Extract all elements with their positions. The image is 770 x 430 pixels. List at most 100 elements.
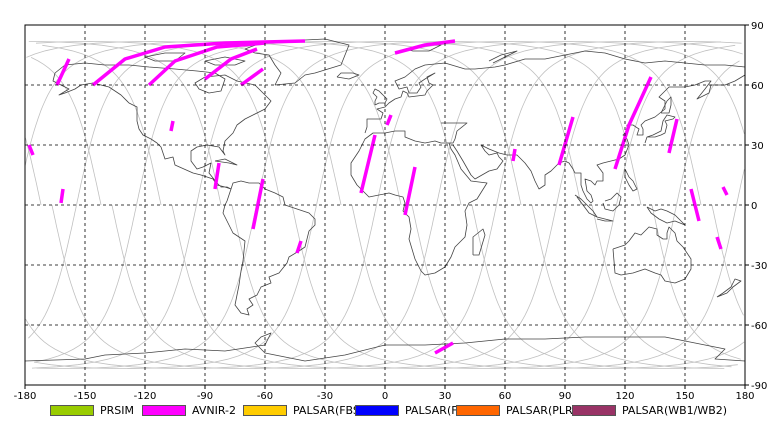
lat-tick-label: 90: [751, 21, 764, 32]
coastline: [204, 56, 246, 66]
avnir-swath: [403, 166, 417, 216]
lat-tick-label: -90: [751, 381, 767, 392]
lat-tick-label: 0: [751, 201, 757, 212]
orbit-track: [33, 40, 702, 370]
avnir-swath: [667, 118, 679, 154]
orbit-track: [651, 204, 741, 360]
lon-tick-label: -150: [74, 391, 97, 400]
legend-item-palsar-fbs: PALSAR(FBS): [243, 402, 364, 418]
orbit-track: [30, 57, 102, 206]
orbit-track: [25, 137, 42, 206]
legend-swatch-prsim: [50, 404, 94, 416]
avnir-swath: [511, 148, 517, 162]
orbit-track: [171, 41, 722, 370]
legend-swatch-palsar-wb: [572, 404, 616, 416]
legend-swatch-palsar-plr: [456, 404, 500, 416]
coastlines: [24, 38, 746, 362]
orbit-track: [25, 40, 745, 370]
lon-tick-label: 30: [439, 391, 452, 400]
avnir-swath: [295, 240, 303, 254]
coastline: [472, 228, 486, 256]
longitude-tick-labels: -180 -150 -120 -90 -60 -30 0 30 60 90 120 150 180: [14, 385, 755, 400]
legend-item-palsar-wb: PALSAR(WB1/WB2): [572, 402, 727, 418]
legend-swatch-palsar-fbs: [243, 404, 287, 416]
lat-lon-grid: [25, 25, 745, 385]
legend-label-prsim: PRSIM: [100, 403, 134, 417]
orbit-track: [36, 40, 642, 370]
coastline: [24, 332, 746, 362]
coastline: [660, 96, 672, 114]
legend-swatch-avnir-2: [142, 404, 186, 416]
coastline: [596, 216, 614, 222]
avnir-swath: [169, 120, 175, 132]
avnir-swath: [721, 186, 729, 196]
orbit-track: [471, 204, 738, 370]
coastline: [624, 168, 638, 192]
legend-item-avnir-2: AVNIR-2: [142, 402, 236, 418]
lon-tick-label: 0: [382, 391, 388, 400]
lat-tick-label: 30: [751, 141, 764, 152]
orbit-tracks: [24, 40, 745, 370]
coastline: [222, 180, 316, 316]
avnir-swath: [613, 76, 653, 170]
coastline: [364, 50, 746, 134]
orbit-track: [31, 40, 582, 369]
coastline: [244, 38, 350, 86]
lon-tick-label: 90: [559, 391, 572, 400]
legend-item-prsim: PRSIM: [50, 402, 134, 418]
avnir-swath: [557, 116, 575, 166]
orbit-track: [35, 40, 282, 206]
orbit-track: [24, 40, 402, 206]
avnir-swath: [213, 162, 221, 190]
coastline: [602, 192, 622, 212]
avnir-swath: [715, 236, 723, 250]
avnir-swaths: [27, 39, 729, 355]
lat-tick-label: -60: [751, 321, 767, 332]
avnir-swath: [147, 41, 266, 87]
world-map-chart[interactable]: -180 -150 -120 -90 -60 -30 0 30 60 90 120 150 180 90…: [0, 0, 770, 400]
avnir-swath: [434, 341, 454, 355]
orbit-track: [711, 204, 744, 316]
coastline: [488, 50, 518, 64]
lon-tick-label: -90: [197, 391, 213, 400]
coastline: [52, 62, 272, 190]
latitude-tick-labels: 90 60 30 0 -30 -60 -90: [745, 21, 767, 392]
coastline: [646, 206, 686, 226]
orbit-track: [411, 204, 745, 370]
orbit-track: [34, 40, 522, 363]
lon-tick-label: -120: [134, 391, 157, 400]
avnir-swath: [385, 114, 393, 126]
orbit-track: [111, 40, 742, 370]
legend-swatch-palsar-fbd: [355, 404, 399, 416]
avnir-swath: [689, 188, 701, 222]
coastline: [452, 74, 746, 204]
orbit-track: [51, 40, 743, 370]
orbit-track: [291, 60, 740, 370]
legend-item-palsar-plr: PALSAR(PLR): [456, 402, 577, 418]
coastline: [214, 158, 238, 166]
coastline: [144, 52, 186, 62]
coastline: [350, 122, 488, 276]
coastline: [644, 114, 676, 144]
lon-tick-label: -180: [14, 391, 37, 400]
avnir-swath: [394, 39, 456, 55]
avnir-swath: [27, 144, 35, 156]
legend-label-palsar-wb: PALSAR(WB1/WB2): [622, 403, 728, 417]
avnir-swath: [251, 178, 265, 230]
orbit-track: [231, 44, 736, 370]
avnir-swath: [239, 67, 265, 87]
orbit-track: [42, 44, 162, 206]
lon-tick-label: 150: [675, 391, 694, 400]
lon-tick-label: 60: [499, 391, 512, 400]
orbit-track: [531, 204, 725, 369]
orbit-track: [28, 41, 222, 206]
lat-tick-label: -30: [751, 261, 767, 272]
avnir-swath: [203, 47, 258, 81]
coastline: [372, 88, 388, 106]
orbit-track: [591, 204, 732, 368]
coastline: [336, 72, 360, 80]
coastline: [612, 226, 692, 284]
avnir-swath: [55, 58, 71, 86]
lon-tick-label: -60: [257, 391, 273, 400]
